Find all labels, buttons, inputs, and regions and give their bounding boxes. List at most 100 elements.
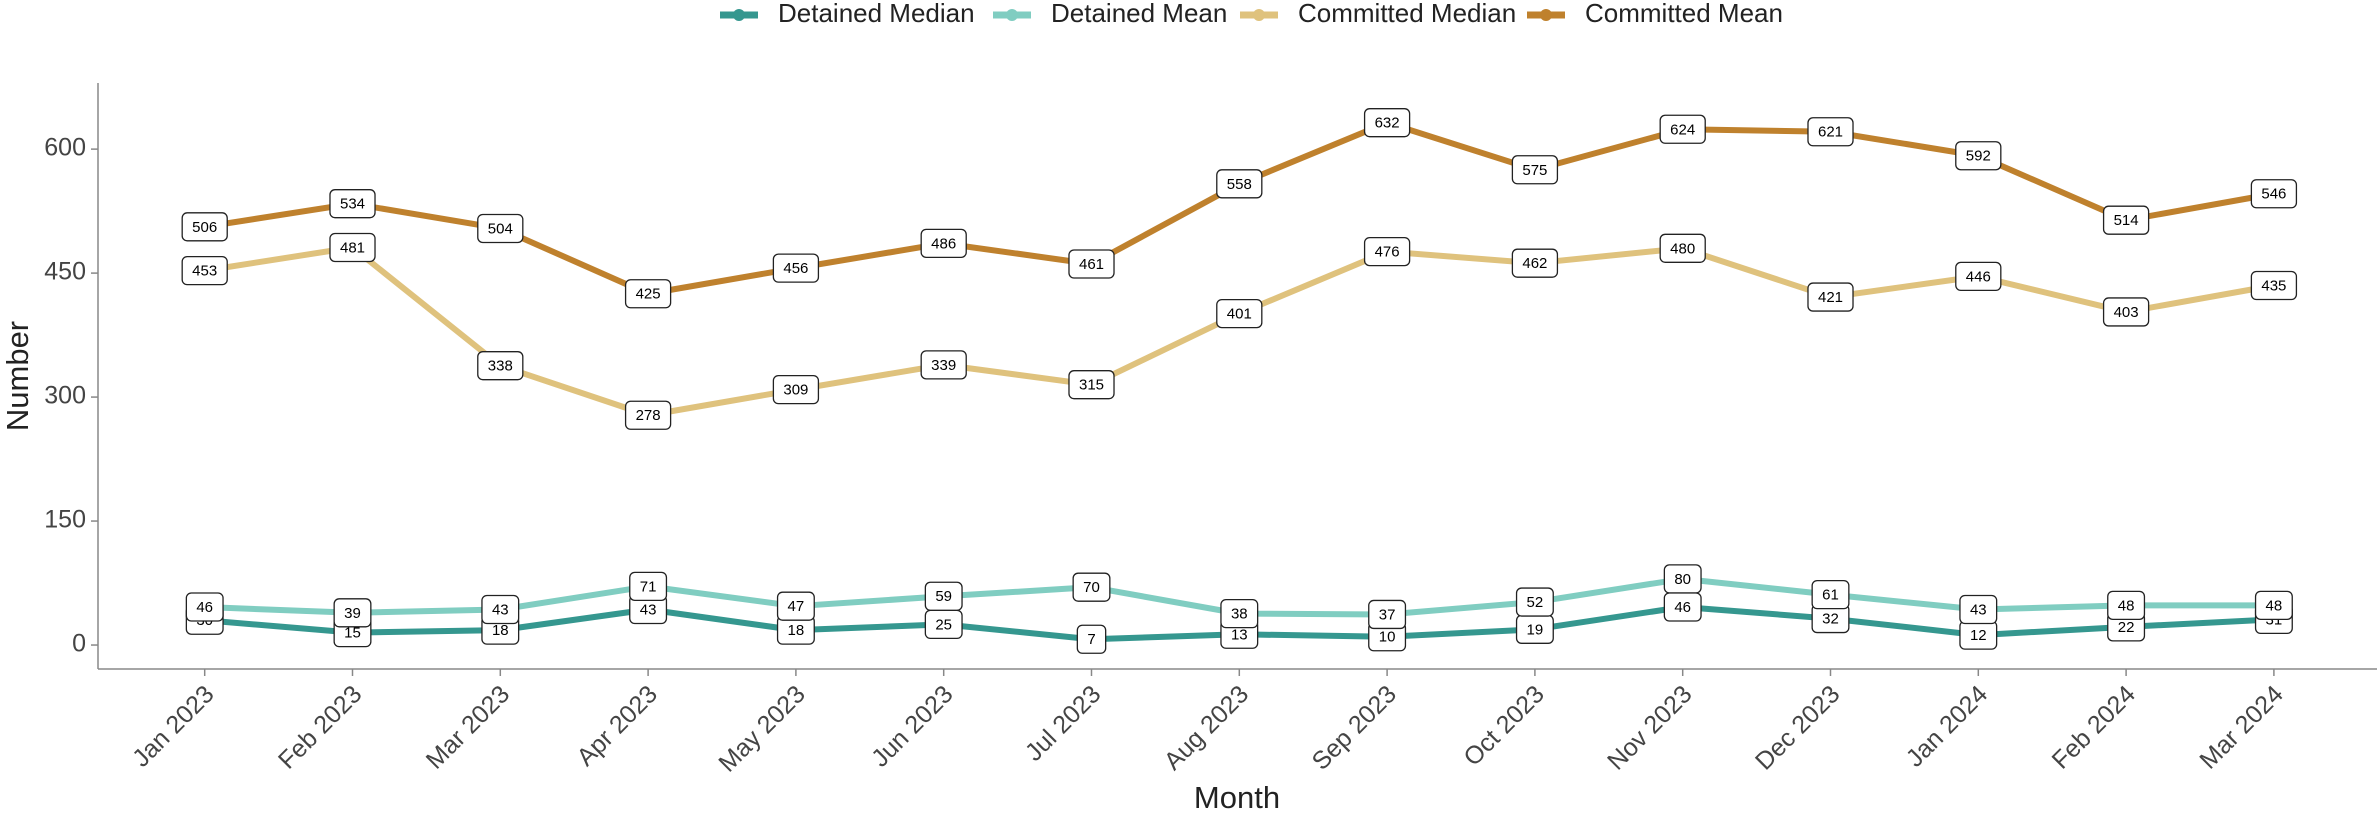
legend-label: Detained Mean <box>1051 0 1227 28</box>
data-label-group: 558 <box>1216 169 1263 199</box>
data-label: 52 <box>1527 594 1544 611</box>
data-label-group: 12 <box>1959 620 1998 650</box>
data-label: 592 <box>1966 148 1991 165</box>
x-tick-label: Sep 2023 <box>1307 680 1402 775</box>
data-label-box <box>1072 572 1111 602</box>
data-label-group: 592 <box>1955 141 2002 171</box>
data-label-group: 338 <box>477 351 524 381</box>
data-label-group: 59 <box>924 581 963 611</box>
data-label: 38 <box>1231 606 1248 623</box>
data-label-group: 25 <box>924 609 963 640</box>
x-tick-label: Oct 2023 <box>1458 680 1550 772</box>
data-label: 534 <box>340 196 365 213</box>
data-label-box <box>629 571 668 601</box>
data-label-box <box>1955 261 2002 292</box>
data-label-box <box>1368 599 1407 630</box>
data-label-box <box>2250 270 2298 301</box>
data-label-group: 425 <box>624 279 672 309</box>
data-label: 462 <box>1522 255 1547 272</box>
data-label-group: 435 <box>2250 270 2298 301</box>
data-label-group: 462 <box>1511 248 1559 278</box>
data-label-box <box>624 279 672 309</box>
data-label-box <box>2254 590 2293 621</box>
data-label-group: 37 <box>1368 599 1407 630</box>
data-label: 456 <box>783 260 808 277</box>
data-label-box <box>772 253 820 283</box>
data-label-group: 43 <box>629 594 668 625</box>
data-label: 506 <box>192 219 217 236</box>
data-label-group: 18 <box>776 615 815 645</box>
data-label: 25 <box>935 616 952 633</box>
data-label: 575 <box>1522 162 1547 179</box>
data-label-group: 506 <box>181 212 228 242</box>
data-label: 46 <box>1674 599 1691 616</box>
data-label-box <box>1663 564 1702 594</box>
data-label-group: 546 <box>2250 179 2298 209</box>
data-label-group: 632 <box>1363 108 1411 138</box>
data-label-group: 480 <box>1659 233 1706 263</box>
x-tick-label: Mar 2023 <box>421 680 515 774</box>
data-label-group: 19 <box>1515 614 1554 644</box>
data-label: 12 <box>1970 627 1987 644</box>
data-label: 10 <box>1379 629 1396 646</box>
data-label-box <box>477 213 524 244</box>
data-label-group: 278 <box>624 400 672 430</box>
data-label: 421 <box>1818 289 1843 306</box>
data-label-box <box>1659 233 1706 263</box>
data-label: 46 <box>196 599 213 616</box>
x-tick-label: Jul 2023 <box>1020 680 1107 767</box>
data-label: 48 <box>2118 597 2135 614</box>
x-axis-title: Month <box>1194 780 1280 815</box>
legend-label: Committed Mean <box>1585 0 1783 28</box>
data-label-group: 32 <box>1811 603 1850 634</box>
data-label-box <box>920 228 967 258</box>
x-tick-label: Nov 2023 <box>1602 680 1697 775</box>
data-label: 59 <box>935 588 952 605</box>
data-label: 481 <box>340 239 365 256</box>
data-label-group: 401 <box>1216 298 1263 329</box>
x-tick-label: Dec 2023 <box>1750 680 1845 775</box>
data-label-box <box>1068 370 1115 400</box>
data-label-box <box>624 400 672 430</box>
data-label-group: 476 <box>1363 236 1411 267</box>
data-label-box <box>1216 298 1263 329</box>
data-label-box <box>329 189 376 219</box>
data-label: 80 <box>1674 571 1691 588</box>
data-label: 546 <box>2261 186 2286 203</box>
data-label: 39 <box>344 605 361 622</box>
legend-dot <box>1253 9 1265 21</box>
y-tick-label: 150 <box>44 506 86 534</box>
data-label: 461 <box>1079 256 1104 273</box>
data-label: 480 <box>1670 240 1695 257</box>
data-label-box <box>920 350 967 380</box>
data-label: 19 <box>1527 621 1544 638</box>
y-tick-label: 450 <box>44 258 86 286</box>
data-label-box <box>2102 205 2150 235</box>
data-label-box <box>1511 248 1559 278</box>
data-label: 15 <box>344 625 361 642</box>
data-label-group: 461 <box>1068 249 1115 279</box>
data-label-box <box>1659 114 1706 144</box>
x-tick-label: Feb 2024 <box>2047 680 2142 775</box>
data-label-box <box>1807 282 1854 312</box>
data-label: 315 <box>1079 377 1104 394</box>
data-label-group: 48 <box>2107 590 2146 621</box>
data-label-group: 575 <box>1511 155 1559 185</box>
data-label-box <box>1216 169 1263 199</box>
data-label-box <box>2107 590 2146 621</box>
y-tick-label: 0 <box>72 630 86 658</box>
data-label-group: 486 <box>920 228 967 258</box>
data-label-group: 43 <box>1959 594 1998 625</box>
data-label: 309 <box>783 382 808 399</box>
data-label: 71 <box>640 578 657 595</box>
data-label-box <box>772 374 820 405</box>
data-label: 425 <box>636 286 661 303</box>
data-label-group: 61 <box>1811 579 1850 610</box>
data-label-group: 7 <box>1076 624 1107 654</box>
data-label: 453 <box>192 263 217 280</box>
data-label-group: 453 <box>181 255 228 286</box>
data-label-box <box>1515 587 1554 617</box>
data-label: 70 <box>1083 579 1100 596</box>
data-label-box <box>333 598 372 628</box>
